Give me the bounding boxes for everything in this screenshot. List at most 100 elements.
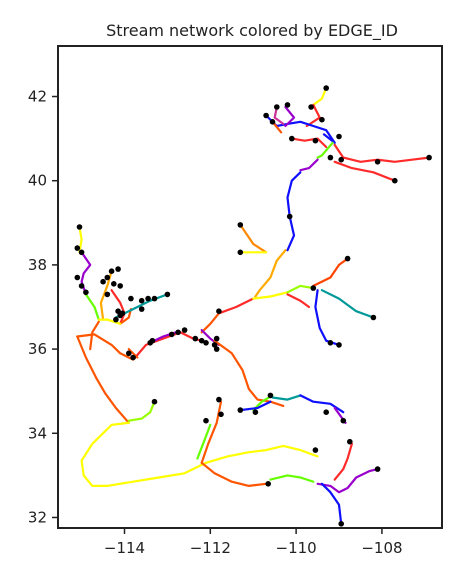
node-point-11 — [338, 156, 345, 163]
node-point-40 — [145, 295, 151, 302]
stream-segment-52 — [127, 348, 139, 359]
stream-segment-22 — [320, 289, 375, 319]
node-point-62 — [216, 396, 222, 403]
stream-segment-11 — [299, 158, 319, 172]
stream-segment-6 — [284, 105, 296, 128]
node-point-37 — [104, 291, 111, 298]
node-point-20 — [216, 308, 222, 315]
node-point-53 — [175, 329, 181, 336]
stream-segment-12 — [286, 171, 302, 252]
node-point-27 — [78, 249, 85, 256]
stream-segment-39 — [316, 468, 379, 494]
node-point-28 — [74, 274, 81, 281]
x-tick-label: −112 — [190, 539, 231, 557]
y-tick-label: 32 — [28, 508, 47, 526]
stream-segment-7 — [290, 137, 328, 149]
stream-segment-38 — [269, 474, 315, 483]
stream-segment-1 — [312, 87, 328, 106]
stream-segment-23 — [200, 312, 220, 334]
stream-segment-8 — [316, 141, 334, 159]
stream-segment-19 — [286, 293, 311, 309]
node-point-8 — [289, 135, 295, 142]
x-tick-label: −114 — [104, 539, 145, 557]
stream-segment-36 — [200, 461, 268, 487]
stream-segment-29 — [271, 394, 302, 401]
stream-segment-49 — [119, 308, 132, 325]
node-point-45 — [115, 308, 121, 315]
node-point-65 — [237, 407, 244, 413]
node-point-41 — [151, 295, 158, 302]
y-tick-label: 40 — [28, 172, 47, 190]
node-point-7 — [319, 116, 325, 123]
node-point-60 — [213, 346, 220, 352]
node-point-32 — [104, 274, 111, 281]
node-point-18 — [237, 249, 244, 256]
node-point-57 — [203, 340, 209, 346]
node-point-17 — [237, 222, 244, 228]
stream-segment-35 — [127, 400, 156, 422]
node-point-36 — [117, 283, 123, 289]
node-point-12 — [426, 154, 432, 161]
node-point-9 — [312, 137, 319, 144]
y-tick-label: 36 — [28, 340, 47, 358]
stream-segment-20 — [312, 257, 349, 287]
node-point-49 — [126, 350, 132, 357]
stream-segment-42 — [196, 423, 212, 460]
node-point-43 — [138, 306, 145, 312]
node-point-51 — [149, 337, 156, 344]
axes: −114 −112 −110 −108 32 34 36 38 40 42 — [28, 45, 443, 557]
node-point-19 — [344, 255, 351, 262]
node-point-39 — [138, 297, 145, 304]
node-point-64 — [218, 411, 224, 418]
node-point-58 — [213, 335, 220, 342]
stream-segment-46 — [89, 320, 100, 351]
node-point-10 — [327, 154, 334, 161]
stream-segment-14 — [239, 223, 268, 254]
y-tick-label: 42 — [28, 88, 47, 106]
node-point-72 — [374, 466, 381, 472]
node-point-55 — [192, 335, 199, 342]
stream-segment-10 — [333, 160, 396, 182]
node-point-73 — [265, 481, 272, 487]
node-point-13 — [374, 159, 381, 165]
stream-segment-25 — [134, 331, 203, 359]
stream-segment-41 — [320, 482, 343, 525]
stream-segment-37 — [200, 400, 223, 464]
node-point-30 — [83, 289, 89, 296]
node-point-22 — [370, 314, 377, 321]
node-point-14 — [392, 177, 398, 184]
stream-segment-13 — [254, 249, 287, 298]
node-point-46 — [119, 310, 126, 317]
stream-segment-9 — [333, 143, 431, 163]
node-point-33 — [115, 266, 121, 272]
node-point-56 — [198, 337, 205, 344]
node-point-2 — [274, 104, 280, 110]
node-point-70 — [312, 447, 319, 453]
stream-segment-21 — [314, 289, 341, 346]
node-point-26 — [74, 245, 81, 251]
x-tick-label: −110 — [276, 539, 317, 557]
node-point-25 — [76, 224, 83, 230]
node-point-1 — [323, 85, 330, 91]
node-point-61 — [151, 398, 158, 405]
node-point-31 — [108, 268, 115, 275]
node-point-16 — [286, 213, 293, 220]
stream-segment-32 — [239, 400, 272, 412]
y-tick-label: 34 — [28, 424, 47, 442]
node-point-38 — [128, 295, 134, 302]
node-point-3 — [263, 112, 269, 119]
node-point-74 — [338, 521, 345, 527]
stream-segment-2 — [305, 103, 321, 128]
node-point-66 — [267, 392, 274, 399]
stream-segment-16 — [217, 297, 255, 315]
stream-segment-45 — [84, 293, 100, 321]
stream-segment-4 — [273, 105, 285, 125]
node-point-23 — [327, 340, 334, 346]
stream-segment-30 — [299, 394, 345, 414]
stream-segment-24 — [76, 333, 135, 361]
node-point-24 — [336, 342, 342, 348]
node-point-69 — [340, 417, 347, 424]
stream-segment-33 — [76, 335, 130, 424]
stream-segment-44 — [78, 225, 83, 254]
stream-segment-48 — [110, 289, 126, 325]
